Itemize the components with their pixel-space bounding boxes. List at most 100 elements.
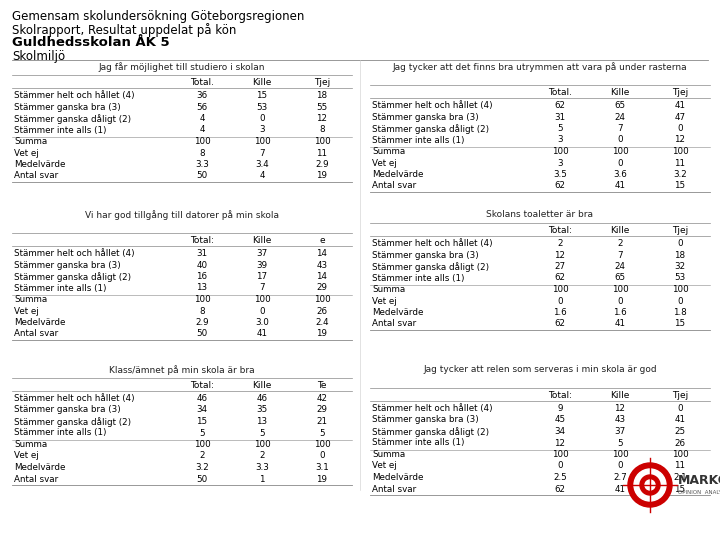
Text: Tjej: Tjej (672, 88, 688, 97)
Text: Tjej: Tjej (314, 78, 330, 87)
Text: 100: 100 (253, 440, 271, 449)
Text: Total.: Total. (190, 78, 214, 87)
Text: Stämmer inte alls (1): Stämmer inte alls (1) (372, 136, 464, 145)
Text: 12: 12 (554, 251, 565, 260)
Text: 0: 0 (617, 136, 623, 145)
Text: Klass/ämnet på min skola är bra: Klass/ämnet på min skola är bra (109, 365, 255, 375)
Text: 34: 34 (554, 427, 566, 436)
Text: Stämmer helt och hållet (4): Stämmer helt och hållet (4) (372, 239, 492, 248)
Text: Te: Te (318, 381, 327, 390)
Text: Stämmer ganska dåligt (2): Stämmer ganska dåligt (2) (14, 272, 131, 282)
Text: Total:: Total: (548, 226, 572, 235)
Text: Antal svar: Antal svar (14, 172, 58, 180)
Text: 0: 0 (319, 451, 325, 461)
Text: 100: 100 (672, 285, 688, 294)
Text: e: e (319, 236, 325, 245)
Text: 100: 100 (314, 440, 330, 449)
Text: 39: 39 (256, 260, 268, 269)
Text: 0: 0 (557, 462, 563, 470)
Text: Stämmer ganska dåligt (2): Stämmer ganska dåligt (2) (372, 124, 489, 134)
Text: Kille: Kille (611, 391, 630, 400)
Text: 2: 2 (617, 239, 623, 248)
Text: Medelvärde: Medelvärde (372, 308, 423, 317)
Text: 62: 62 (554, 101, 565, 110)
Text: Summa: Summa (14, 440, 48, 449)
Text: 19: 19 (317, 329, 328, 339)
Text: 100: 100 (672, 450, 688, 459)
Text: Total:: Total: (548, 391, 572, 400)
Text: Stämmer inte alls (1): Stämmer inte alls (1) (14, 125, 107, 134)
Text: 43: 43 (316, 260, 328, 269)
Text: 3.3: 3.3 (195, 160, 209, 169)
Text: 42: 42 (317, 394, 328, 403)
Text: 12: 12 (614, 404, 626, 413)
Text: 2.7: 2.7 (613, 473, 627, 482)
Text: Stämmer inte alls (1): Stämmer inte alls (1) (372, 438, 464, 448)
Text: MARKÖR: MARKÖR (678, 474, 720, 487)
Text: Summa: Summa (372, 147, 405, 156)
Text: Medelvärde: Medelvärde (14, 318, 66, 327)
Text: 11: 11 (317, 148, 328, 158)
Text: 41: 41 (614, 181, 626, 191)
Text: Total:: Total: (190, 381, 214, 390)
Text: 37: 37 (256, 249, 268, 258)
Text: 46: 46 (197, 394, 207, 403)
Text: 35: 35 (256, 406, 268, 415)
Text: Stämmer helt och hållet (4): Stämmer helt och hållet (4) (14, 249, 135, 258)
Text: Stämmer ganska dåligt (2): Stämmer ganska dåligt (2) (372, 427, 489, 437)
Text: 43: 43 (614, 415, 626, 424)
Text: Vi har god tillgång till datorer på min skola: Vi har god tillgång till datorer på min … (85, 210, 279, 220)
Text: 2.9: 2.9 (195, 318, 209, 327)
Text: Vet ej: Vet ej (372, 296, 397, 306)
Text: Stämmer ganska bra (3): Stämmer ganska bra (3) (372, 251, 479, 260)
Text: Stämmer helt och hållet (4): Stämmer helt och hållet (4) (372, 101, 492, 110)
Text: 53: 53 (675, 273, 685, 282)
Text: 24: 24 (614, 112, 626, 122)
Text: Stämmer ganska bra (3): Stämmer ganska bra (3) (372, 112, 479, 122)
Text: 26: 26 (317, 307, 328, 315)
Text: Antal svar: Antal svar (14, 329, 58, 339)
Text: 7: 7 (259, 284, 265, 293)
Text: 45: 45 (554, 415, 566, 424)
Text: 3.5: 3.5 (553, 170, 567, 179)
Text: 29: 29 (317, 284, 328, 293)
Text: 31: 31 (554, 112, 566, 122)
Text: Medelvärde: Medelvärde (14, 463, 66, 472)
Text: Kille: Kille (252, 78, 271, 87)
Text: Kille: Kille (252, 236, 271, 245)
Text: Stämmer ganska dåligt (2): Stämmer ganska dåligt (2) (372, 262, 489, 272)
Text: 62: 62 (554, 181, 565, 191)
Text: 62: 62 (554, 273, 565, 282)
Text: 2: 2 (259, 451, 265, 461)
Text: 40: 40 (197, 260, 207, 269)
Text: Stämmer helt och hållet (4): Stämmer helt och hållet (4) (14, 91, 135, 100)
Text: 18: 18 (675, 251, 685, 260)
Text: 4: 4 (199, 114, 204, 123)
Text: Antal svar: Antal svar (372, 320, 416, 328)
Text: Skolmiljö: Skolmiljö (12, 50, 65, 63)
Text: 8: 8 (199, 148, 204, 158)
Text: 55: 55 (316, 103, 328, 111)
Text: Kille: Kille (252, 381, 271, 390)
Text: 3.1: 3.1 (315, 463, 329, 472)
Text: 0: 0 (259, 307, 265, 315)
Text: 32: 32 (675, 262, 685, 271)
Text: 13: 13 (197, 284, 207, 293)
Text: 0: 0 (617, 296, 623, 306)
Text: Medelvärde: Medelvärde (372, 473, 423, 482)
Text: Antal svar: Antal svar (14, 475, 58, 483)
Text: 34: 34 (197, 406, 207, 415)
Text: Skolans toaletter är bra: Skolans toaletter är bra (487, 210, 593, 219)
Text: 50: 50 (197, 329, 207, 339)
Text: Vet ej: Vet ej (372, 462, 397, 470)
Text: 100: 100 (552, 147, 568, 156)
Text: 100: 100 (611, 285, 629, 294)
Text: Vet ej: Vet ej (14, 451, 39, 461)
Text: 2.1: 2.1 (673, 473, 687, 482)
Text: 53: 53 (256, 103, 268, 111)
Text: 3.2: 3.2 (673, 170, 687, 179)
Text: Jag tycker att det finns bra utrymmen att vara på under rasterna: Jag tycker att det finns bra utrymmen at… (392, 62, 688, 72)
Text: Stämmer ganska bra (3): Stämmer ganska bra (3) (14, 260, 121, 269)
Text: 41: 41 (675, 101, 685, 110)
Text: Stämmer inte alls (1): Stämmer inte alls (1) (14, 284, 107, 293)
